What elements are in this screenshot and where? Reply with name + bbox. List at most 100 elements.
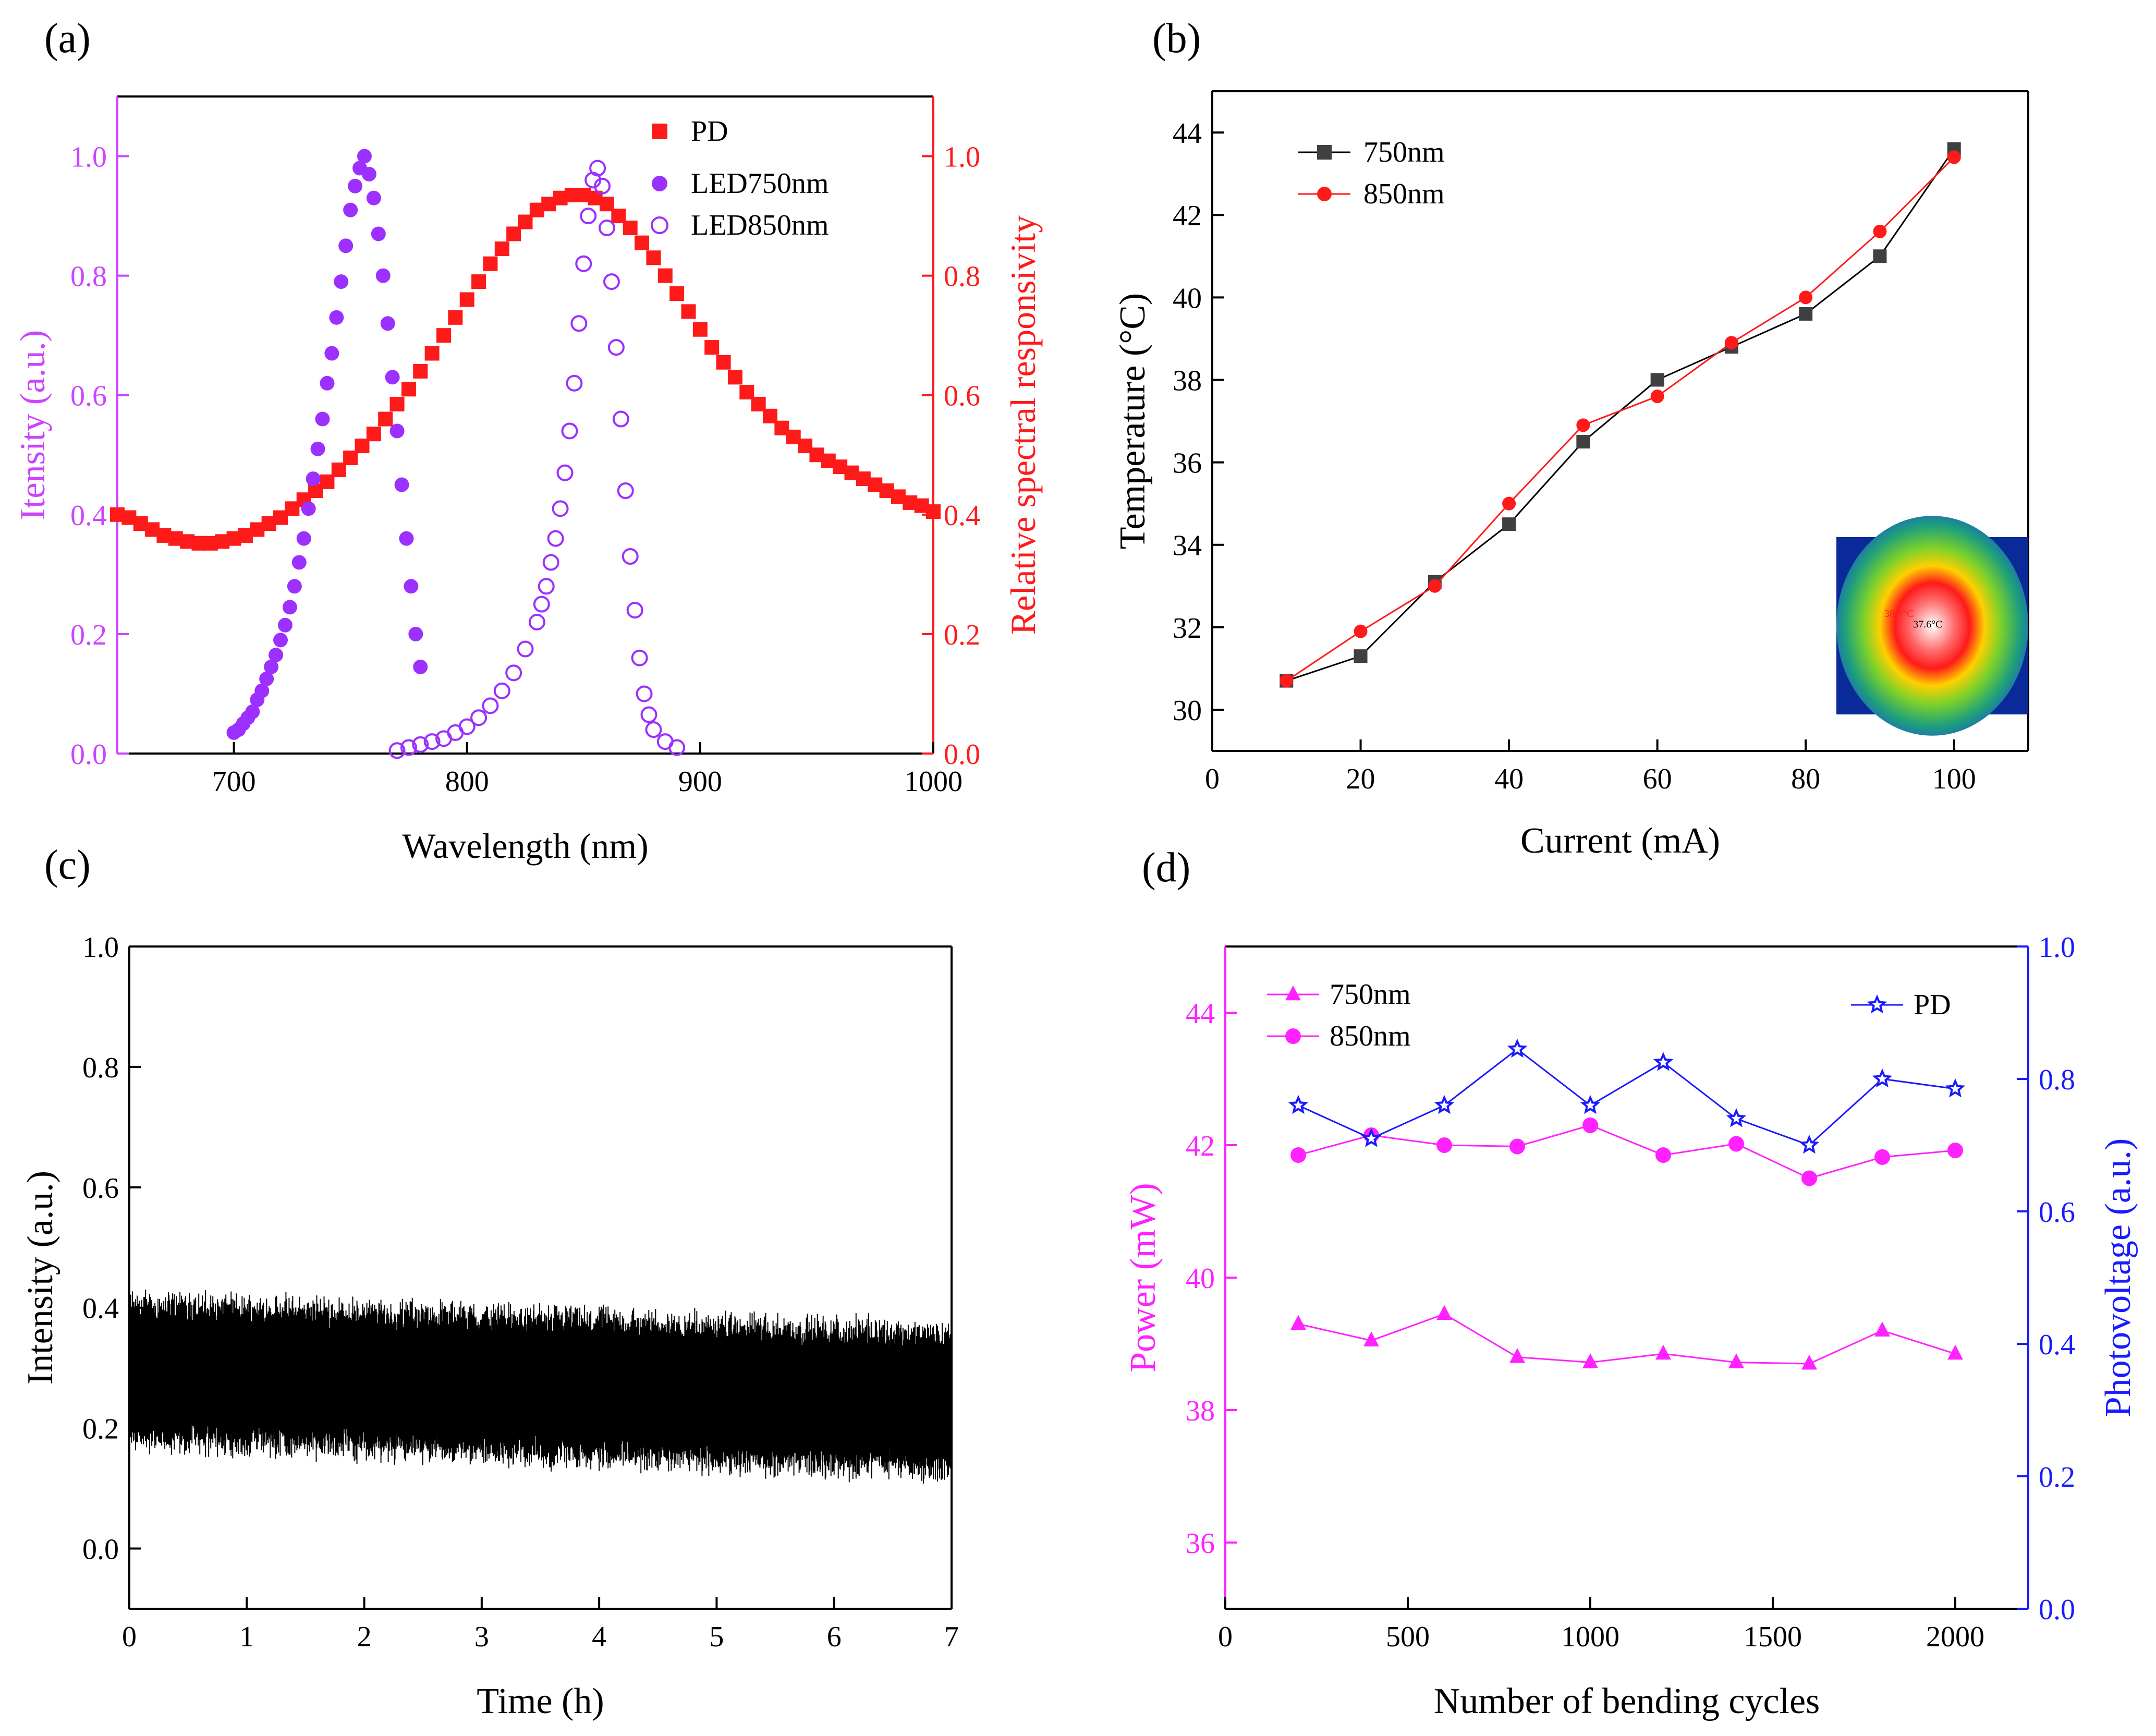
panel-a-right-ytick-label: 0.4 — [944, 500, 980, 532]
panel-d-ylabel-right: Photovoltage (a.u.) — [2098, 1138, 2138, 1417]
panel-a-point-LED850nm — [470, 709, 488, 726]
panel-a-point-LED750nm — [389, 423, 405, 439]
panel-a-legend-label: LED850nm — [691, 209, 829, 241]
panel-c-ytick-label: 0.6 — [82, 1172, 119, 1205]
panel-a-point-LED850nm — [631, 649, 648, 666]
panel-a-point-PD — [635, 235, 650, 250]
panel-a-point-LED750nm — [361, 166, 376, 181]
panel-a-point-LED750nm — [366, 190, 381, 205]
panel-a-point-LED850nm — [400, 739, 417, 756]
panel-d-point-PD — [1872, 1068, 1893, 1088]
panel-a-left-ytick-label: 0.2 — [70, 619, 107, 651]
panel-a-point-LED850nm — [533, 596, 550, 613]
panel-b-ytick-label: 40 — [1173, 282, 1202, 314]
panel-d-xtick-label: 500 — [1386, 1621, 1430, 1653]
panel-a-point-PD — [716, 355, 731, 370]
panel-d-point-850nm — [1874, 1149, 1890, 1165]
panel-a-point-LED850nm — [528, 614, 545, 630]
panel-c-ytick-label: 0.4 — [82, 1293, 119, 1325]
panel-c-ylabel: Intensity (a.u.) — [20, 1171, 60, 1385]
panel-d-point-750nm — [1290, 1315, 1306, 1330]
panel-a-point-PD — [623, 221, 638, 235]
panel-b-ytick-label: 38 — [1173, 365, 1202, 397]
panel-d-point-750nm — [1509, 1348, 1525, 1363]
panel-d-legend-marker-850nm — [1285, 1028, 1301, 1044]
panel-a-point-LED750nm — [287, 579, 302, 594]
panel-d-xtick-label: 1500 — [1744, 1621, 1802, 1653]
panel-d-legend-label: 750nm — [1330, 978, 1411, 1011]
panel-a-point-LED850nm — [622, 548, 639, 565]
panel-a-point-LED750nm — [394, 477, 409, 492]
panel-c-xtick-label: 4 — [592, 1621, 606, 1653]
panel-a-point-PD — [494, 241, 509, 257]
panel-a-point-LED850nm — [538, 578, 555, 595]
panel-d-line-750nm — [1298, 1313, 1956, 1365]
panel-d-point-PD — [1945, 1078, 1966, 1098]
panel-a-point-LED850nm — [612, 410, 629, 428]
panel-a-point-LED850nm — [493, 682, 510, 699]
panel-d-point-PD — [1580, 1095, 1601, 1114]
panel-d-point-750nm — [1801, 1354, 1817, 1370]
panel-a-right-ytick-label: 0.8 — [944, 261, 980, 293]
panel-a-right-ytick-label: 1.0 — [944, 141, 980, 174]
panel-a-point-PD — [448, 310, 463, 325]
panel-a-point-PD — [366, 427, 381, 442]
panel-b-point-750nm — [1873, 249, 1887, 263]
panel-a-point-LED750nm — [375, 268, 391, 283]
panel-b-point-750nm — [1354, 649, 1368, 663]
panel-d-point-850nm — [1436, 1137, 1452, 1153]
panel-d-point-850nm — [1947, 1143, 1963, 1159]
panel-b-point-850nm — [1799, 290, 1813, 305]
panel-d-point-750nm — [1655, 1344, 1671, 1360]
panel-c-ytick-label: 0.8 — [82, 1052, 119, 1084]
panel-a-point-LED850nm — [594, 177, 611, 195]
panel-a-point-LED850nm — [556, 464, 574, 481]
panel-d-xtick-label: 1000 — [1561, 1621, 1619, 1653]
panel-a-xtick-label: 900 — [678, 766, 722, 798]
panel-a-point-LED750nm — [264, 659, 279, 674]
panel-a-point-LED850nm — [607, 339, 625, 356]
panel-a-right-ytick-label: 0.0 — [944, 738, 980, 771]
panel-c-xlabel: Time (h) — [477, 1681, 604, 1721]
panel-d-legend-label: PD — [1914, 989, 1951, 1021]
panel-a-point-LED750nm — [269, 648, 284, 662]
panel-d-point-750nm — [1874, 1321, 1890, 1337]
panel-a-point-LED850nm — [458, 718, 476, 735]
panel-a-point-PD — [413, 363, 428, 379]
panel-a-point-LED850nm — [542, 554, 559, 571]
panel-d-point-PD — [1507, 1038, 1528, 1058]
panel-c-xtick-label: 0 — [122, 1621, 137, 1653]
panel-c-xtick-label: 5 — [709, 1621, 724, 1653]
panel-b-xtick-label: 20 — [1346, 763, 1375, 795]
panel-b-xlabel: Current (mA) — [1520, 821, 1720, 861]
panel-c-xtick-label: 3 — [474, 1621, 489, 1653]
panel-a-point-LED850nm — [570, 315, 588, 332]
panel-b-ytick-label: 32 — [1173, 612, 1202, 645]
panel-d-line-PD — [1298, 1048, 1956, 1146]
panel-a-point-LED850nm — [561, 422, 578, 440]
panel-c-ytick-label: 0.0 — [82, 1534, 119, 1566]
panel-b-inset-label-2: 37.6°C — [1913, 618, 1942, 630]
panel-d-point-850nm — [1801, 1170, 1817, 1186]
panel-b-xtick-label: 80 — [1791, 763, 1820, 795]
panel-a-point-LED750nm — [254, 683, 270, 698]
panel-d-left-ytick-label: 40 — [1186, 1262, 1215, 1295]
panel-a-point-LED850nm — [626, 602, 643, 619]
panel-c-signal — [129, 1290, 952, 1484]
panel-c-ytick-label: 1.0 — [82, 931, 119, 964]
panel-a-point-LED850nm — [580, 208, 597, 225]
panel-a-point-LED750nm — [320, 375, 335, 391]
panel-a-point-LED750nm — [245, 704, 260, 719]
panel-a-point-PD — [727, 370, 742, 385]
panel-a-point-LED750nm — [404, 579, 419, 594]
panel-d-right-ytick-label: 0.6 — [2039, 1196, 2075, 1229]
panel-a-left-ytick-label: 0.4 — [70, 500, 107, 532]
panel-b-letter: (b) — [1152, 16, 1201, 62]
panel-a-point-LED750nm — [296, 531, 311, 546]
panel-a-point-LED750nm — [259, 671, 274, 686]
panel-d-point-750nm — [1728, 1353, 1744, 1368]
panel-a-point-PD — [926, 504, 941, 519]
panel-a-point-LED850nm — [552, 500, 569, 517]
panel-a-point-LED850nm — [547, 530, 564, 547]
panel-a-point-PD — [704, 340, 720, 355]
